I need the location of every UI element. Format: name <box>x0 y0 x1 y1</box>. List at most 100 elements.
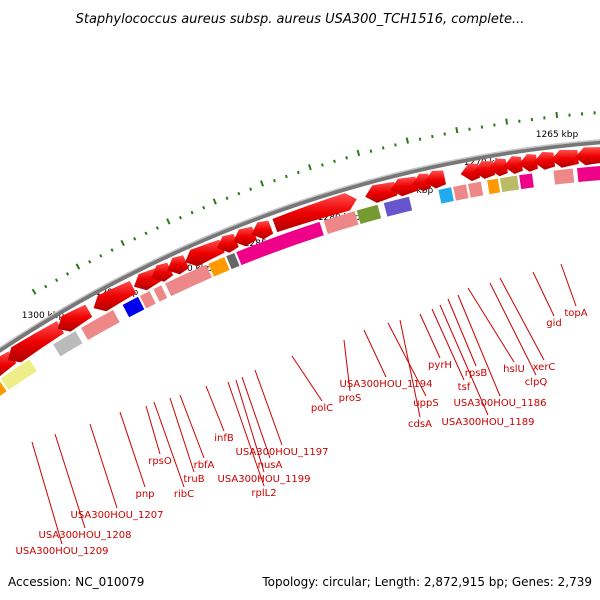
scale-tick <box>202 205 206 210</box>
gene-label-leader <box>363 329 387 378</box>
scale-label: 1265 kbp <box>536 130 579 140</box>
gene-label: polC <box>311 403 333 414</box>
gene-label-leader <box>254 369 283 446</box>
scale-label: 1290 kbp <box>170 264 213 274</box>
scale-tick <box>321 163 324 167</box>
gene-label-leader <box>343 339 351 392</box>
gene-arrow <box>503 156 523 174</box>
scale-tick <box>505 118 509 125</box>
gene-label: USA300HOU_1194 <box>340 379 433 390</box>
scale-tick <box>75 263 81 270</box>
gene-feature-block <box>208 257 230 277</box>
topology-info-text: Topology: circular; Length: 2,872,915 bp… <box>261 575 592 589</box>
gene-arrow <box>93 280 137 312</box>
scale-tick <box>405 137 410 144</box>
gene-label-leader <box>291 355 323 402</box>
gene-arrow <box>251 220 274 240</box>
gene-feature-block <box>577 166 600 183</box>
scale-tick <box>418 137 422 141</box>
scale-tick <box>345 156 348 160</box>
gene-track <box>0 147 600 396</box>
gene-arrow <box>460 163 481 182</box>
gene-arrow <box>57 304 93 332</box>
scale-tick <box>431 134 434 139</box>
gene-label-leader <box>31 441 63 545</box>
gene-label-leader <box>399 319 421 418</box>
scale-tick <box>555 111 559 119</box>
gene-label-leader <box>439 304 489 416</box>
scale-tick <box>190 210 194 215</box>
gene-arrow <box>167 255 189 275</box>
gene-arrow <box>272 193 357 233</box>
gene-label-leader <box>145 405 161 455</box>
gene-label-leader <box>153 401 185 488</box>
gene-label-leader <box>119 411 146 488</box>
scale-tick <box>99 254 103 258</box>
scale-tick <box>394 143 397 147</box>
scale-tick <box>455 126 459 134</box>
gene-label: USA300HOU_1209 <box>16 546 109 557</box>
gene-label-leader <box>235 379 265 473</box>
gene-feature-block <box>519 173 534 190</box>
gene-label: USA300HOU_1186 <box>454 398 547 409</box>
scale-tick <box>333 159 336 164</box>
scale-tick <box>144 231 148 236</box>
gene-label: gid <box>546 318 561 329</box>
gene-label: USA300HOU_1208 <box>39 530 132 541</box>
scale-tick <box>443 132 447 136</box>
gene-label: infB <box>214 433 234 444</box>
gene-label-leader <box>54 433 86 529</box>
gene-feature-block <box>153 285 168 302</box>
genome-backbone <box>0 139 600 353</box>
gene-feature-block <box>323 211 359 234</box>
gene-feature-block <box>0 359 37 391</box>
gene-label: hslU <box>503 364 525 375</box>
gene-label: cdsA <box>408 419 432 430</box>
gene-label: xerC <box>533 362 556 373</box>
gene-label: USA300HOU_1197 <box>236 447 329 458</box>
scale-tick <box>272 178 276 183</box>
scale-tick <box>308 164 312 171</box>
gene-feature-block <box>438 187 454 204</box>
gene-arrow <box>390 176 419 197</box>
gene-arrow <box>488 158 508 177</box>
scale-label: 1300 kbp <box>22 311 65 321</box>
gene-feature-block <box>553 168 575 185</box>
scale-tick <box>88 260 92 264</box>
gene-label: pnp <box>135 489 154 500</box>
gene-label: USA300HOU_1189 <box>442 417 535 428</box>
gene-label-leader <box>532 271 555 317</box>
gene-feature-block <box>122 296 145 318</box>
scale-tick <box>249 187 253 191</box>
gene-label-leader <box>447 298 477 367</box>
gene-feature-block <box>356 204 382 225</box>
gene-label-leader <box>387 322 427 397</box>
gene-label-leaders <box>31 263 577 545</box>
scale-tick <box>356 149 361 157</box>
scale-tick <box>65 272 70 276</box>
gene-label-leader <box>467 287 515 363</box>
gene-label: rpsO <box>148 456 172 467</box>
gene-label-leader <box>169 397 195 473</box>
scale-tick <box>44 284 48 289</box>
gene-label: USA300HOU_1199 <box>218 474 311 485</box>
gene-feature-block <box>499 175 520 193</box>
scale-tick <box>260 180 264 187</box>
gene-feature-block <box>453 184 469 201</box>
gene-label-leader <box>179 394 205 459</box>
gene-feature-block <box>236 221 324 266</box>
gene-feature-block <box>468 181 484 198</box>
gene-label: truB <box>183 474 204 485</box>
kbp-scale <box>31 111 596 295</box>
gene-label-leader <box>227 381 265 487</box>
gene-label: tsf <box>458 382 471 393</box>
gene-arrow <box>216 233 239 253</box>
scale-tick <box>468 127 471 131</box>
gene-arrow <box>424 170 447 189</box>
gene-feature-block <box>53 331 83 357</box>
gene-label: topA <box>564 308 587 319</box>
gene-label: nusA <box>258 460 283 471</box>
gene-label-leader <box>89 423 118 509</box>
gene-label-leader <box>419 313 441 359</box>
